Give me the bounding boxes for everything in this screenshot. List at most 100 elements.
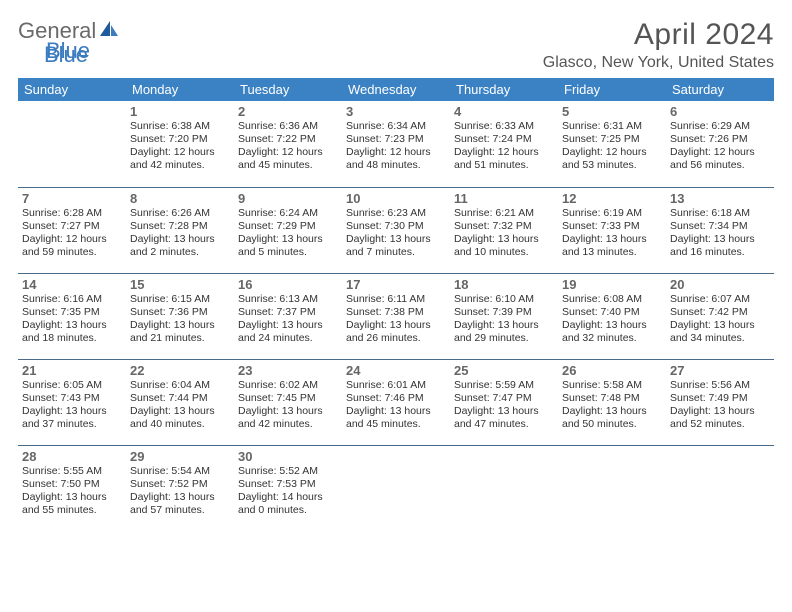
day-info-line: and 53 minutes. <box>562 159 662 172</box>
calendar-cell <box>558 445 666 531</box>
day-info-line: Sunset: 7:37 PM <box>238 306 338 319</box>
day-number: 6 <box>670 104 770 119</box>
day-info: Sunrise: 6:34 AMSunset: 7:23 PMDaylight:… <box>346 120 446 173</box>
day-info-line: and 45 minutes. <box>238 159 338 172</box>
day-number: 8 <box>130 191 230 206</box>
day-number: 25 <box>454 363 554 378</box>
day-number: 20 <box>670 277 770 292</box>
day-info-line: and 29 minutes. <box>454 332 554 345</box>
day-number: 15 <box>130 277 230 292</box>
day-info: Sunrise: 6:11 AMSunset: 7:38 PMDaylight:… <box>346 293 446 346</box>
day-info-line: Sunrise: 6:08 AM <box>562 293 662 306</box>
day-info: Sunrise: 6:31 AMSunset: 7:25 PMDaylight:… <box>562 120 662 173</box>
day-info-line: Daylight: 13 hours <box>346 405 446 418</box>
day-info-line: Daylight: 13 hours <box>562 319 662 332</box>
day-info: Sunrise: 5:59 AMSunset: 7:47 PMDaylight:… <box>454 379 554 432</box>
day-info: Sunrise: 6:21 AMSunset: 7:32 PMDaylight:… <box>454 207 554 260</box>
day-info: Sunrise: 6:18 AMSunset: 7:34 PMDaylight:… <box>670 207 770 260</box>
calendar-cell: 8Sunrise: 6:26 AMSunset: 7:28 PMDaylight… <box>126 187 234 273</box>
day-info-line: and 55 minutes. <box>22 504 122 517</box>
day-info-line: Daylight: 12 hours <box>346 146 446 159</box>
day-info-line: Sunset: 7:26 PM <box>670 133 770 146</box>
day-info-line: Sunrise: 6:05 AM <box>22 379 122 392</box>
day-info-line: Sunset: 7:33 PM <box>562 220 662 233</box>
day-info-line: Sunset: 7:45 PM <box>238 392 338 405</box>
day-info-line: Sunrise: 6:29 AM <box>670 120 770 133</box>
day-info: Sunrise: 6:19 AMSunset: 7:33 PMDaylight:… <box>562 207 662 260</box>
day-number: 22 <box>130 363 230 378</box>
day-header: Thursday <box>450 78 558 101</box>
day-info-line: Sunset: 7:25 PM <box>562 133 662 146</box>
calendar-cell: 18Sunrise: 6:10 AMSunset: 7:39 PMDayligh… <box>450 273 558 359</box>
day-info-line: Sunrise: 5:58 AM <box>562 379 662 392</box>
day-info: Sunrise: 5:56 AMSunset: 7:49 PMDaylight:… <box>670 379 770 432</box>
calendar-cell: 10Sunrise: 6:23 AMSunset: 7:30 PMDayligh… <box>342 187 450 273</box>
day-info-line: Sunrise: 6:26 AM <box>130 207 230 220</box>
day-info-line: Sunset: 7:29 PM <box>238 220 338 233</box>
day-info-line: and 2 minutes. <box>130 246 230 259</box>
day-info: Sunrise: 6:38 AMSunset: 7:20 PMDaylight:… <box>130 120 230 173</box>
day-info-line: Daylight: 13 hours <box>454 233 554 246</box>
day-info-line: Sunrise: 6:18 AM <box>670 207 770 220</box>
day-info-line: Daylight: 13 hours <box>238 233 338 246</box>
day-number: 21 <box>22 363 122 378</box>
day-number: 12 <box>562 191 662 206</box>
calendar-cell: 3Sunrise: 6:34 AMSunset: 7:23 PMDaylight… <box>342 101 450 187</box>
day-info: Sunrise: 5:55 AMSunset: 7:50 PMDaylight:… <box>22 465 122 518</box>
day-info: Sunrise: 6:16 AMSunset: 7:35 PMDaylight:… <box>22 293 122 346</box>
day-info: Sunrise: 5:52 AMSunset: 7:53 PMDaylight:… <box>238 465 338 518</box>
header: GeneralBlueApril 2024Glasco, New York, U… <box>18 18 774 72</box>
day-info-line: and 42 minutes. <box>238 418 338 431</box>
day-number: 23 <box>238 363 338 378</box>
day-number: 17 <box>346 277 446 292</box>
day-info: Sunrise: 6:07 AMSunset: 7:42 PMDaylight:… <box>670 293 770 346</box>
day-info-line: Daylight: 12 hours <box>670 146 770 159</box>
day-header: Wednesday <box>342 78 450 101</box>
day-info-line: and 13 minutes. <box>562 246 662 259</box>
calendar-week-row: 14Sunrise: 6:16 AMSunset: 7:35 PMDayligh… <box>18 273 774 359</box>
day-info-line: Daylight: 13 hours <box>22 491 122 504</box>
calendar-cell: 29Sunrise: 5:54 AMSunset: 7:52 PMDayligh… <box>126 445 234 531</box>
day-number: 18 <box>454 277 554 292</box>
day-info-line: Sunrise: 5:52 AM <box>238 465 338 478</box>
day-info-line: and 5 minutes. <box>238 246 338 259</box>
day-info-line: and 16 minutes. <box>670 246 770 259</box>
day-info-line: Sunrise: 6:02 AM <box>238 379 338 392</box>
day-info-line: Sunset: 7:50 PM <box>22 478 122 491</box>
day-header-row: Sunday Monday Tuesday Wednesday Thursday… <box>18 78 774 101</box>
day-info-line: Sunset: 7:40 PM <box>562 306 662 319</box>
day-number: 5 <box>562 104 662 119</box>
day-info-line: Sunrise: 5:55 AM <box>22 465 122 478</box>
day-info-line: Daylight: 13 hours <box>238 405 338 418</box>
day-info-line: Sunrise: 6:13 AM <box>238 293 338 306</box>
day-info-line: Sunrise: 6:23 AM <box>346 207 446 220</box>
day-info: Sunrise: 6:26 AMSunset: 7:28 PMDaylight:… <box>130 207 230 260</box>
day-info-line: and 24 minutes. <box>238 332 338 345</box>
day-info-line: Daylight: 13 hours <box>670 233 770 246</box>
day-info-line: and 32 minutes. <box>562 332 662 345</box>
day-info-line: and 52 minutes. <box>670 418 770 431</box>
day-info-line: Sunset: 7:32 PM <box>454 220 554 233</box>
day-info-line: Sunrise: 6:38 AM <box>130 120 230 133</box>
calendar-cell: 28Sunrise: 5:55 AMSunset: 7:50 PMDayligh… <box>18 445 126 531</box>
calendar-cell: 13Sunrise: 6:18 AMSunset: 7:34 PMDayligh… <box>666 187 774 273</box>
day-number: 28 <box>22 449 122 464</box>
day-info-line: Daylight: 13 hours <box>346 233 446 246</box>
day-info: Sunrise: 6:02 AMSunset: 7:45 PMDaylight:… <box>238 379 338 432</box>
day-info-line: Sunrise: 5:54 AM <box>130 465 230 478</box>
day-number: 2 <box>238 104 338 119</box>
day-info-line: Sunset: 7:47 PM <box>454 392 554 405</box>
calendar-cell: 30Sunrise: 5:52 AMSunset: 7:53 PMDayligh… <box>234 445 342 531</box>
day-info-line: Sunrise: 6:34 AM <box>346 120 446 133</box>
calendar-week-row: 21Sunrise: 6:05 AMSunset: 7:43 PMDayligh… <box>18 359 774 445</box>
calendar-cell: 2Sunrise: 6:36 AMSunset: 7:22 PMDaylight… <box>234 101 342 187</box>
day-info-line: Daylight: 12 hours <box>130 146 230 159</box>
calendar-cell: 20Sunrise: 6:07 AMSunset: 7:42 PMDayligh… <box>666 273 774 359</box>
day-number: 14 <box>22 277 122 292</box>
day-number: 9 <box>238 191 338 206</box>
calendar-cell: 24Sunrise: 6:01 AMSunset: 7:46 PMDayligh… <box>342 359 450 445</box>
day-info: Sunrise: 6:13 AMSunset: 7:37 PMDaylight:… <box>238 293 338 346</box>
day-header: Tuesday <box>234 78 342 101</box>
location-text: Glasco, New York, United States <box>543 54 774 72</box>
calendar-cell <box>342 445 450 531</box>
